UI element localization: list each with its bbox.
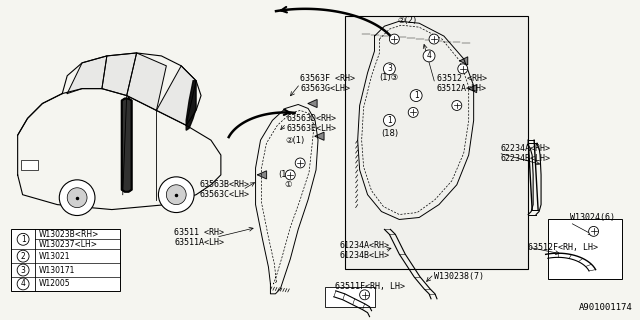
Circle shape: [17, 278, 29, 290]
Polygon shape: [257, 171, 266, 179]
Bar: [11, 229, 120, 291]
Bar: [548, 220, 622, 279]
Circle shape: [67, 188, 87, 208]
Text: 63563E<LH>: 63563E<LH>: [286, 124, 336, 133]
Text: 4: 4: [20, 279, 26, 288]
Circle shape: [452, 100, 461, 110]
Text: W130237<LH>: W130237<LH>: [38, 240, 97, 249]
Text: W13023B<RH>: W13023B<RH>: [38, 230, 99, 239]
Text: W130171: W130171: [38, 266, 75, 275]
Circle shape: [423, 50, 435, 62]
Circle shape: [589, 227, 598, 236]
Polygon shape: [127, 53, 166, 110]
Polygon shape: [186, 81, 196, 130]
Text: 4: 4: [427, 52, 431, 60]
Circle shape: [383, 63, 396, 75]
Text: W12005: W12005: [38, 279, 70, 288]
Circle shape: [429, 34, 439, 44]
Text: 2: 2: [20, 252, 26, 261]
Polygon shape: [308, 100, 317, 108]
Text: 63563C<LH>: 63563C<LH>: [199, 190, 249, 199]
Text: A901001174: A901001174: [579, 303, 632, 312]
Text: 61234B<LH>: 61234B<LH>: [340, 251, 390, 260]
Text: 1: 1: [387, 116, 392, 125]
Text: ②(1): ②(1): [285, 136, 305, 145]
Polygon shape: [67, 56, 107, 93]
Circle shape: [410, 90, 422, 101]
Circle shape: [383, 114, 396, 126]
Text: 63511A<LH>: 63511A<LH>: [174, 238, 224, 247]
Circle shape: [159, 177, 194, 212]
Polygon shape: [156, 66, 196, 125]
Circle shape: [295, 158, 305, 168]
Text: (18): (18): [381, 129, 399, 138]
Circle shape: [166, 185, 186, 204]
Polygon shape: [102, 53, 136, 96]
Bar: [325, 287, 374, 307]
Circle shape: [458, 64, 468, 74]
Circle shape: [285, 170, 295, 180]
Text: (1)③: (1)③: [380, 73, 399, 82]
Text: 63512 <RH>: 63512 <RH>: [437, 74, 487, 83]
Text: ①: ①: [284, 180, 292, 189]
Text: W13024(6): W13024(6): [570, 213, 615, 222]
Bar: [345, 16, 528, 269]
Text: 1: 1: [414, 91, 419, 100]
Text: (15): (15): [278, 170, 296, 180]
Text: 63512A<LH>: 63512A<LH>: [437, 84, 487, 93]
Bar: [20, 160, 38, 170]
Circle shape: [17, 250, 29, 262]
Circle shape: [360, 290, 369, 300]
Text: 62234B<LH>: 62234B<LH>: [500, 154, 550, 163]
Circle shape: [389, 34, 399, 44]
Text: 1: 1: [20, 235, 26, 244]
Text: W130238(7): W130238(7): [434, 272, 484, 282]
Text: W13021: W13021: [38, 252, 70, 261]
Text: 63563G<LH>: 63563G<LH>: [300, 84, 350, 93]
Text: 61234A<RH>: 61234A<RH>: [340, 241, 390, 250]
Circle shape: [17, 264, 29, 276]
Text: 63563F <RH>: 63563F <RH>: [300, 74, 355, 83]
Circle shape: [17, 233, 29, 245]
Polygon shape: [122, 99, 132, 192]
Polygon shape: [468, 85, 477, 92]
Text: 63563D<RH>: 63563D<RH>: [286, 114, 336, 123]
Text: ②(2): ②(2): [397, 16, 417, 25]
Circle shape: [60, 180, 95, 215]
Text: 63511F<RH, LH>: 63511F<RH, LH>: [335, 282, 405, 292]
Polygon shape: [315, 132, 324, 140]
Text: 63563B<RH>: 63563B<RH>: [199, 180, 249, 189]
Text: 3: 3: [20, 266, 26, 275]
Circle shape: [408, 108, 418, 117]
Text: 3: 3: [387, 64, 392, 73]
Text: 63512F<RH, LH>: 63512F<RH, LH>: [528, 243, 598, 252]
Text: 63511 <RH>: 63511 <RH>: [174, 228, 224, 237]
Polygon shape: [460, 57, 468, 65]
Text: 62234A<RH>: 62234A<RH>: [500, 144, 550, 153]
